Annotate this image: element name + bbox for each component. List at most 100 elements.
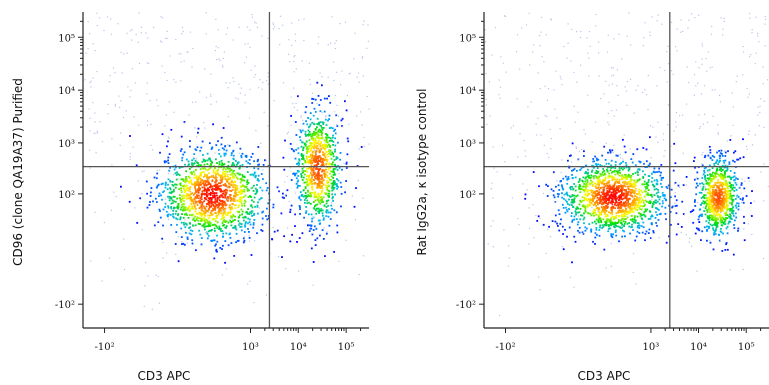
event-dot (321, 229, 324, 231)
background-event-dot (127, 86, 129, 88)
event-dot (568, 226, 571, 229)
event-dot (628, 168, 631, 170)
event-dot (339, 158, 341, 161)
event-dot (186, 187, 189, 189)
event-dot (660, 164, 663, 166)
event-dot (626, 176, 629, 179)
event-dot (703, 202, 705, 205)
event-dot (633, 192, 636, 195)
event-dot (312, 158, 315, 161)
event-dot (731, 199, 734, 201)
event-dot (139, 197, 142, 200)
event-dot (583, 150, 585, 153)
event-dot (581, 196, 584, 199)
event-dot (734, 212, 737, 215)
event-dot (725, 205, 728, 208)
event-dot (646, 192, 649, 195)
event-dot (706, 174, 709, 176)
event-dot (633, 200, 636, 203)
event-dot (596, 190, 599, 192)
event-dot (213, 184, 215, 187)
background-event-dot (218, 58, 220, 60)
background-event-dot (349, 72, 351, 74)
event-dot (610, 233, 613, 236)
background-event-dot (312, 284, 314, 286)
event-dot (573, 199, 575, 201)
event-dot (241, 204, 243, 207)
event-dot (614, 164, 617, 166)
event-dot (241, 175, 244, 178)
event-dot (192, 194, 195, 196)
event-dot (608, 199, 610, 202)
background-event-dot (583, 129, 585, 131)
event-dot (230, 221, 233, 224)
event-dot (181, 195, 184, 198)
event-dot (318, 219, 321, 222)
event-dot (199, 172, 202, 174)
event-dot (705, 166, 707, 169)
event-dot (221, 199, 224, 202)
event-dot (594, 190, 596, 193)
event-dot (627, 204, 630, 207)
event-dot (316, 147, 318, 150)
event-dot (568, 198, 570, 201)
event-dot (199, 223, 201, 225)
event-dot (594, 182, 596, 185)
event-dot (325, 206, 328, 208)
event-dot (182, 208, 185, 211)
event-dot (674, 195, 676, 198)
event-dot (615, 212, 618, 214)
background-event-dot (89, 149, 91, 151)
event-dot (199, 181, 202, 184)
event-dot (654, 199, 657, 202)
background-event-dot (97, 132, 99, 134)
event-dot (628, 176, 631, 178)
event-dot (721, 203, 724, 206)
event-dot (613, 190, 616, 192)
event-dot (252, 200, 255, 203)
background-event-dot (262, 81, 264, 84)
event-dot (721, 164, 724, 167)
event-dot (607, 206, 609, 208)
event-dot (221, 222, 224, 224)
event-dot (740, 182, 743, 185)
background-event-dot (255, 130, 257, 132)
event-dot (712, 209, 715, 211)
event-dot (742, 201, 745, 204)
event-dot (312, 261, 315, 263)
background-event-dot (263, 111, 265, 113)
event-dot (603, 211, 606, 213)
event-dot (204, 225, 207, 228)
background-event-dot (99, 121, 101, 123)
event-dot (218, 199, 221, 201)
event-dot (612, 233, 614, 236)
event-dot (715, 213, 718, 216)
event-dot (174, 212, 177, 215)
event-dot (301, 163, 304, 165)
event-dot (214, 211, 216, 214)
event-dot (628, 181, 631, 183)
event-dot (304, 133, 307, 135)
event-dot (322, 217, 325, 220)
event-dot (316, 160, 319, 163)
event-dot (329, 218, 332, 220)
background-event-dot (707, 51, 709, 53)
event-dot (326, 186, 329, 189)
event-dot (229, 212, 231, 215)
event-dot (603, 224, 606, 226)
background-event-dot (238, 26, 240, 28)
event-dot (645, 187, 647, 190)
background-event-dot (265, 294, 268, 296)
event-dot (208, 157, 210, 160)
event-dot (676, 204, 678, 207)
event-dot (602, 208, 605, 211)
event-dot (323, 169, 325, 172)
background-event-dot (335, 40, 337, 42)
event-dot (651, 214, 653, 217)
event-dot (573, 197, 576, 200)
event-dot (733, 190, 736, 192)
event-dot (702, 196, 704, 198)
event-dot (728, 189, 731, 192)
event-dot (732, 212, 734, 215)
event-dot (281, 256, 283, 258)
